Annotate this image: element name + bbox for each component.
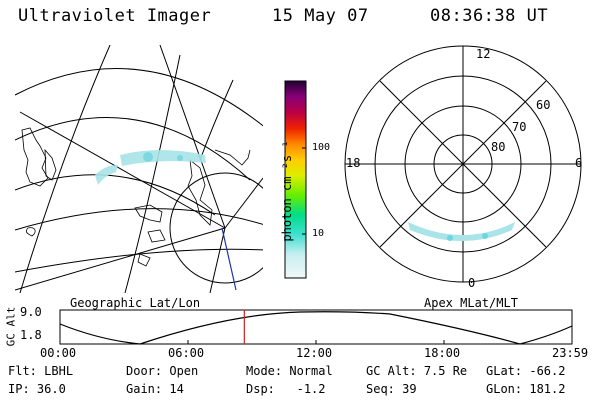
lon-line-4 bbox=[209, 227, 226, 293]
aurora-patch-1 bbox=[120, 150, 206, 166]
aurora-oval bbox=[408, 222, 515, 241]
satellite-track bbox=[221, 227, 237, 291]
colorbar-tick-10: 10 bbox=[312, 228, 325, 239]
mlt-label-left: 18 bbox=[346, 156, 361, 170]
coastline-3 bbox=[187, 159, 213, 226]
lon-line-2 bbox=[159, 45, 226, 229]
left-panel-label: Geographic Lat/Lon bbox=[70, 296, 201, 310]
lon-arc-2 bbox=[124, 54, 181, 293]
x-tick-3: 18:00 bbox=[424, 346, 461, 360]
colorbar-tick-100: 100 bbox=[312, 142, 331, 153]
altitude-curve bbox=[59, 311, 573, 345]
date-label: 15 May 07 bbox=[272, 6, 369, 26]
coastline-2 bbox=[44, 148, 57, 181]
status-glon: GLon: 181.2 bbox=[486, 382, 566, 396]
status-door: Door: Open bbox=[126, 364, 199, 378]
coastline-1 bbox=[21, 127, 49, 187]
lat-arc-5 bbox=[15, 248, 263, 273]
mlt-label-right: 6 bbox=[575, 156, 583, 170]
mlt-label-top: 12 bbox=[476, 47, 491, 61]
aurora-patch-2 bbox=[95, 165, 118, 185]
x-tick-2: 12:00 bbox=[296, 346, 333, 360]
mlat-label-70: 70 bbox=[512, 120, 527, 134]
status-ip: IP: 36.0 bbox=[8, 382, 66, 396]
lon-arc-1 bbox=[19, 45, 111, 293]
time-label: 08:36:38 UT bbox=[430, 6, 549, 26]
status-filter: Flt: LBHL bbox=[8, 364, 74, 378]
coastline-4 bbox=[214, 149, 251, 166]
instrument-title: Ultraviolet Imager bbox=[18, 6, 212, 26]
aurora-spot-1 bbox=[447, 235, 453, 241]
status-seq: Seq: 39 bbox=[366, 382, 417, 396]
altitude-max-label: 9.0 bbox=[20, 305, 42, 319]
status-dsp: Dsp: -1.2 bbox=[246, 382, 326, 396]
mlt-label-bottom: 0 bbox=[468, 276, 476, 290]
mlt-line-diag-2 bbox=[379, 80, 547, 248]
pole-circle bbox=[169, 172, 263, 284]
altitude-plot-frame bbox=[59, 309, 573, 345]
altitude-axis-label: GC Alt bbox=[4, 306, 18, 347]
aurora-patch-3 bbox=[143, 152, 153, 162]
x-tick-1: 06:00 bbox=[168, 346, 205, 360]
lat-arc-1 bbox=[15, 68, 263, 127]
mlat-label-60: 60 bbox=[536, 98, 551, 112]
aurora-spot-2 bbox=[482, 233, 488, 239]
lat-arc-3 bbox=[15, 174, 216, 216]
colorbar bbox=[284, 80, 307, 279]
status-gain: Gain: 14 bbox=[126, 382, 184, 396]
aurora-patch-4 bbox=[177, 155, 183, 161]
coastline-7 bbox=[25, 227, 36, 237]
status-gcalt: GC Alt: 7.5 Re bbox=[366, 364, 468, 378]
x-tick-4: 23:59 bbox=[552, 346, 589, 360]
coastline-5 bbox=[134, 204, 163, 223]
lon-line-5 bbox=[15, 227, 226, 291]
lon-arc-3 bbox=[199, 79, 234, 161]
lon-line-3 bbox=[224, 177, 263, 229]
altitude-min-label: 1.8 bbox=[20, 328, 42, 342]
mlat-label-80: 80 bbox=[491, 140, 506, 154]
right-panel-label: Apex MLat/MLT bbox=[424, 296, 518, 310]
coastline-6 bbox=[147, 229, 166, 243]
status-glat: GLat: -66.2 bbox=[486, 364, 566, 378]
lon-line-1 bbox=[19, 111, 226, 229]
x-tick-0: 00:00 bbox=[40, 346, 77, 360]
lat-arc-4 bbox=[15, 208, 263, 231]
coastline-8 bbox=[137, 253, 151, 267]
status-mode: Mode: Normal bbox=[246, 364, 333, 378]
